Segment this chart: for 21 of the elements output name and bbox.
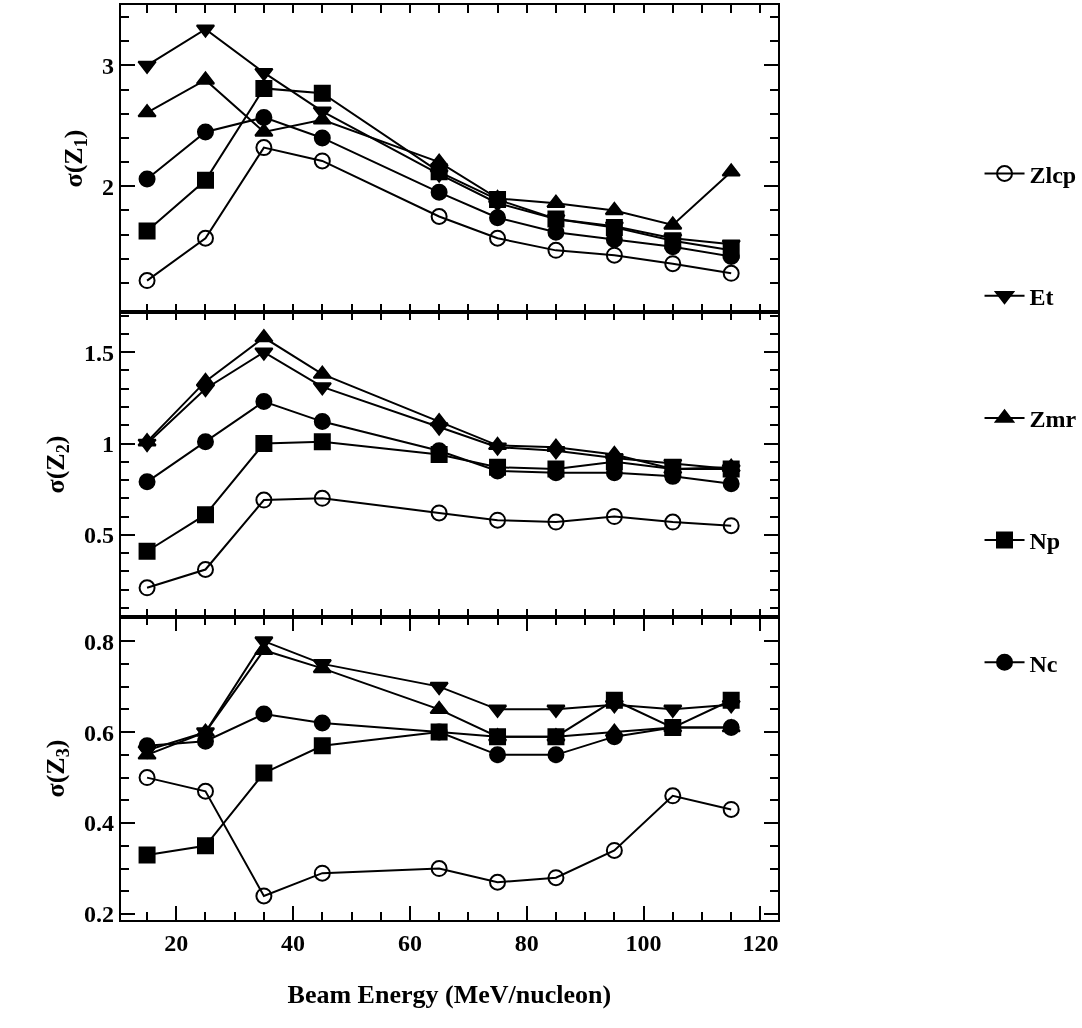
y-tick-label: 3	[101, 52, 114, 79]
x-tick-label: 80	[514, 929, 539, 956]
y-tick-label: 1	[101, 430, 114, 457]
y-tick-label: 0.8	[83, 628, 114, 655]
x-tick-label: 40	[281, 929, 306, 956]
x-tick-label: 100	[625, 929, 662, 956]
y-tick-label: 1.5	[83, 339, 114, 366]
legend-label: Np	[1029, 528, 1061, 555]
legend-label: Zmr	[1029, 406, 1077, 433]
legend-label: Et	[1029, 284, 1054, 311]
legend-label: Nc	[1029, 650, 1058, 677]
y-tick-label: 0.4	[83, 810, 114, 837]
x-tick-label: 120	[742, 929, 779, 956]
y-tick-label: 0.6	[83, 719, 114, 746]
legend-label: Zlcp	[1029, 161, 1077, 188]
x-axis-title: Beam Energy (MeV/nucleon)	[287, 980, 612, 1009]
y-tick-label: 0.5	[83, 522, 114, 549]
y-tick-label: 2	[101, 173, 114, 200]
x-tick-label: 20	[164, 929, 189, 956]
y-tick-label: 0.2	[83, 901, 114, 928]
x-tick-label: 60	[397, 929, 422, 956]
